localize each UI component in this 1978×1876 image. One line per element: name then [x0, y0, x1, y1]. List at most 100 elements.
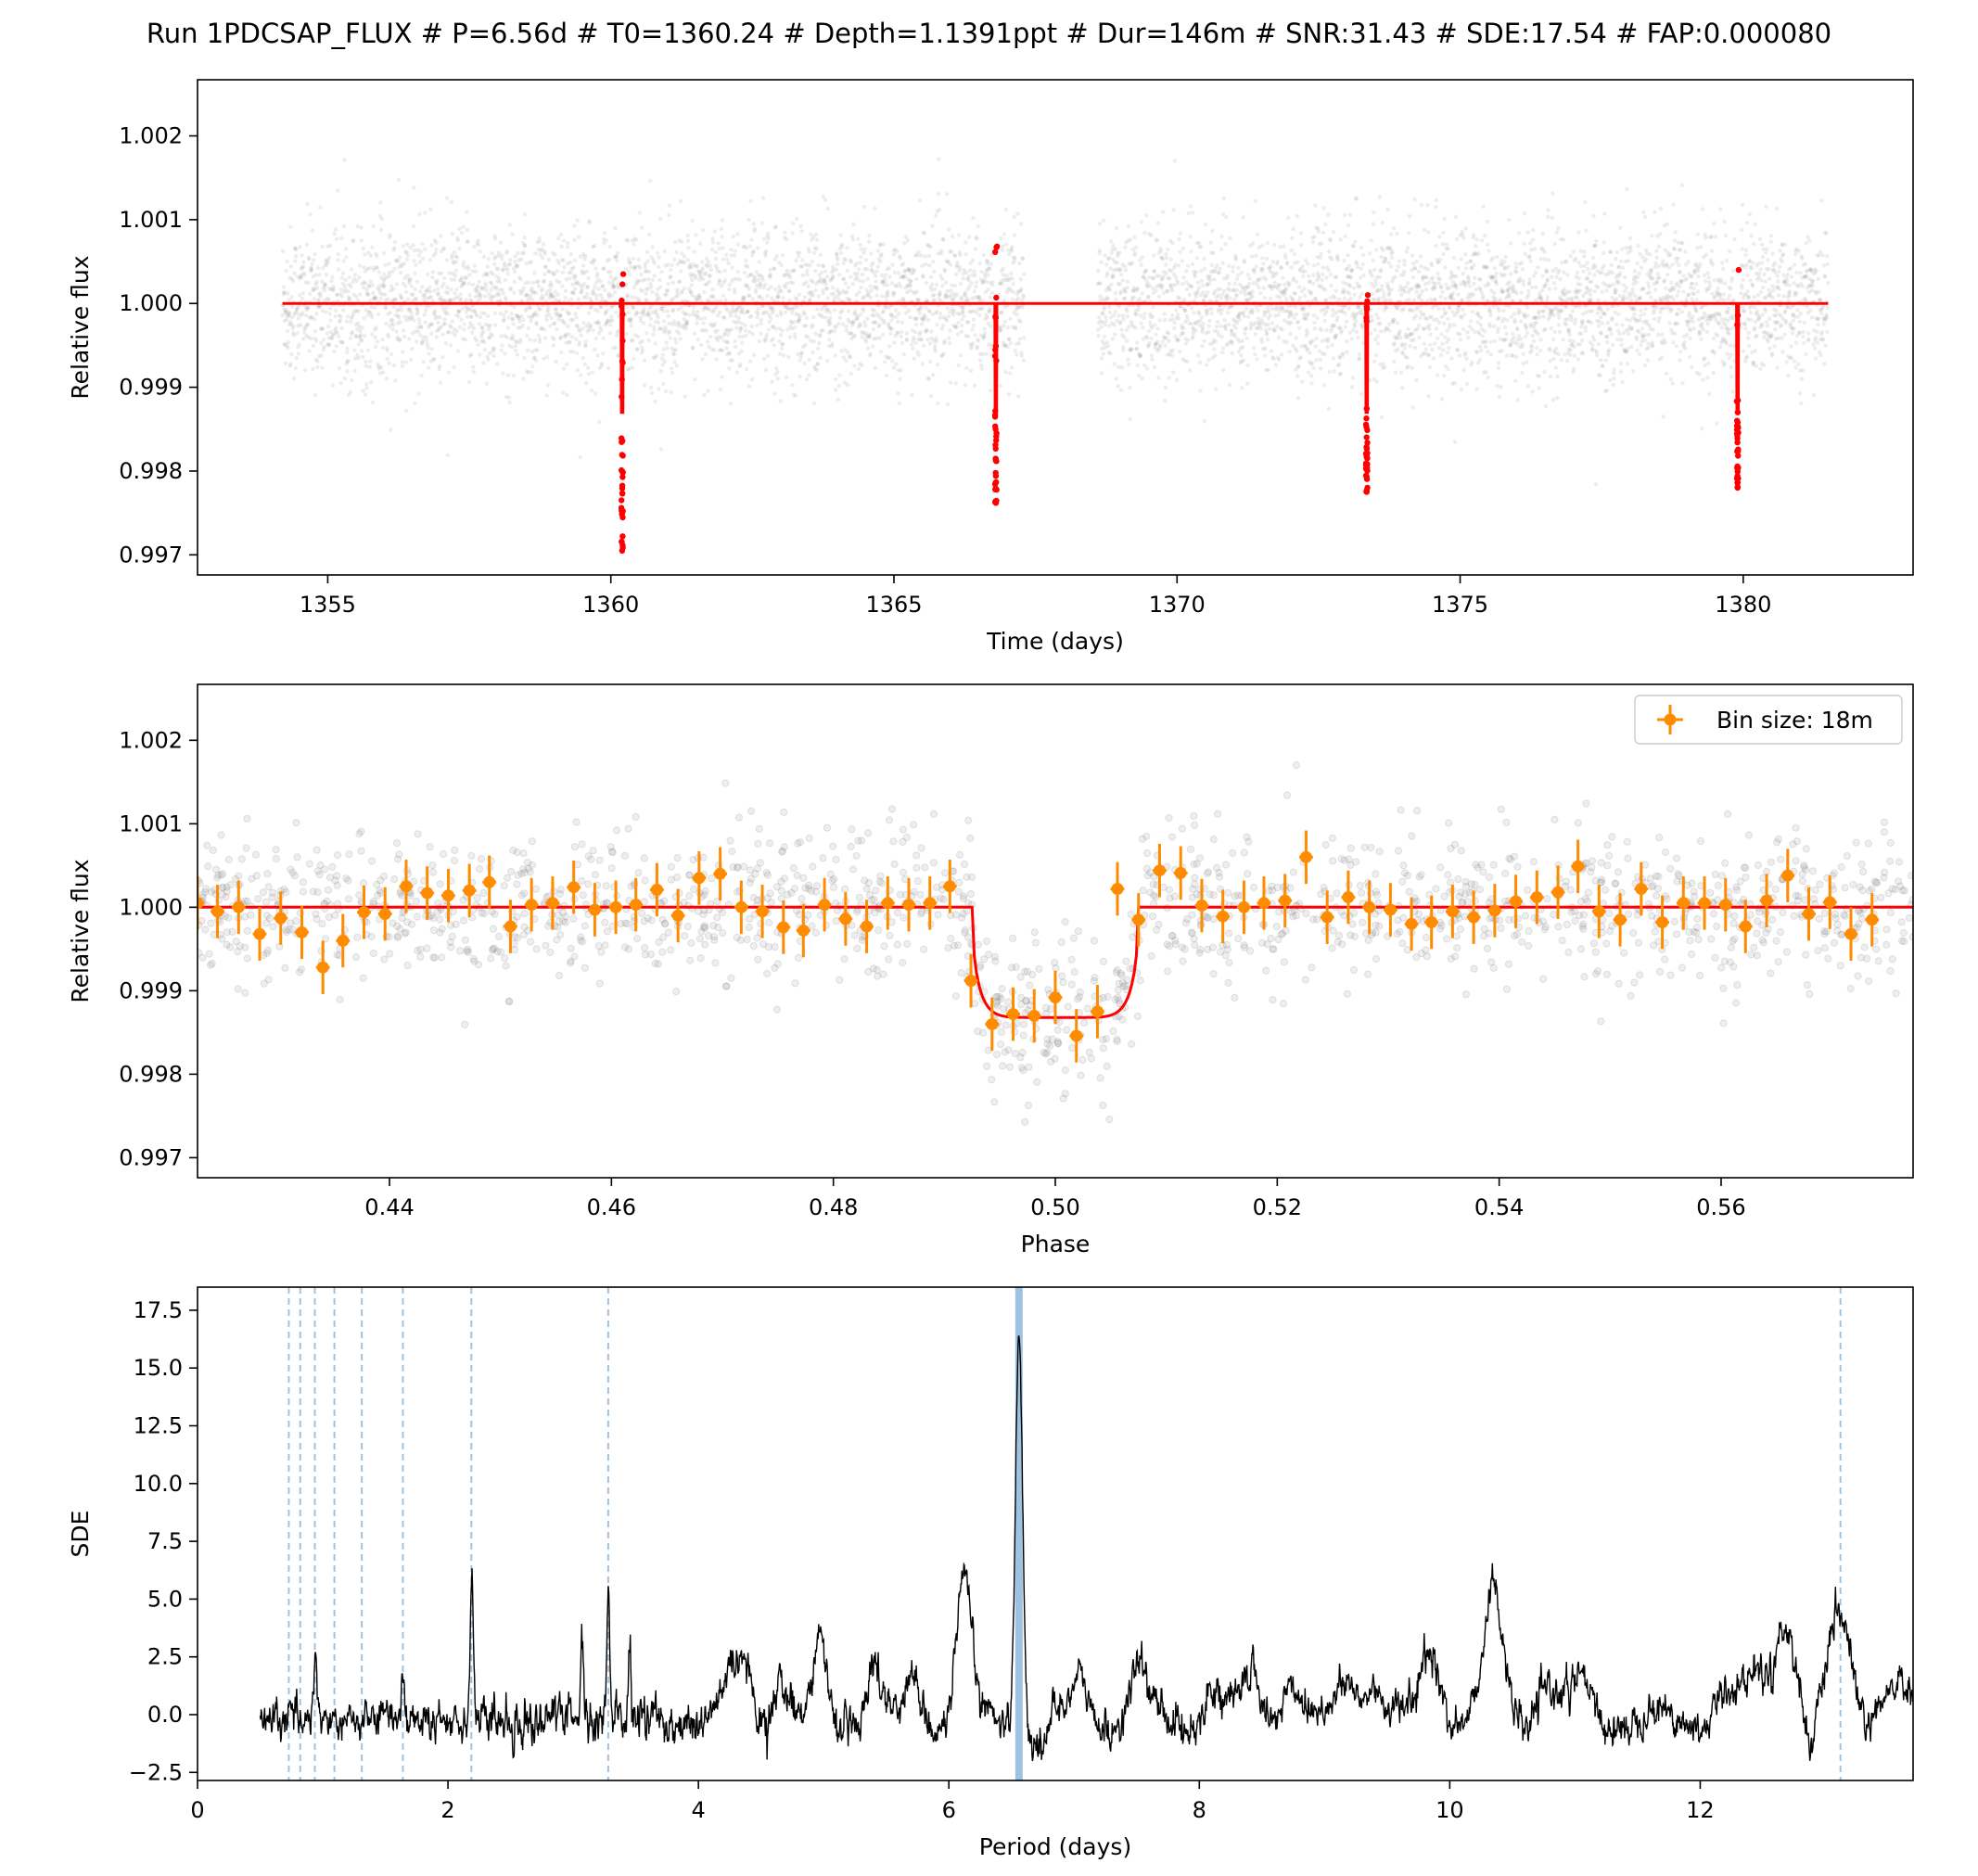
raw-point	[1146, 328, 1152, 334]
raw-point	[677, 331, 682, 336]
raw-point	[552, 272, 557, 276]
raw-point	[796, 313, 800, 317]
raw-point	[538, 339, 542, 344]
raw-point	[706, 339, 710, 344]
raw-point	[920, 263, 925, 268]
raw-point	[1140, 376, 1144, 381]
raw-point	[324, 272, 328, 277]
raw-point	[387, 270, 391, 275]
raw-point	[1372, 376, 1377, 382]
raw-point	[662, 304, 667, 309]
raw-point	[1376, 315, 1381, 321]
raw-point	[931, 260, 936, 264]
raw-point	[1406, 289, 1411, 295]
raw-point	[1429, 314, 1434, 319]
raw-point	[1137, 304, 1142, 309]
raw-point	[896, 319, 900, 324]
raw-point	[428, 258, 432, 262]
raw-point	[861, 279, 865, 284]
raw-point	[295, 331, 300, 336]
raw-point	[639, 311, 644, 315]
raw-point	[405, 274, 410, 278]
raw-point	[831, 291, 836, 297]
raw-point	[1260, 266, 1266, 272]
raw-point	[773, 224, 779, 229]
raw-point	[431, 311, 437, 315]
raw-point	[862, 247, 868, 251]
raw-point	[607, 257, 612, 262]
raw-point	[1003, 343, 1008, 348]
raw-point	[577, 342, 581, 348]
raw-point	[948, 328, 952, 333]
raw-point	[904, 337, 910, 341]
raw-point	[507, 223, 512, 227]
raw-point	[1525, 330, 1530, 336]
raw-point	[1399, 343, 1404, 348]
raw-point	[645, 313, 650, 318]
raw-point	[1281, 289, 1286, 294]
raw-point	[1224, 342, 1230, 348]
raw-point	[759, 321, 763, 326]
raw-point	[953, 272, 959, 277]
raw-point	[1379, 415, 1385, 420]
raw-point	[1151, 304, 1155, 310]
raw-point	[610, 282, 615, 287]
raw-point	[935, 209, 939, 213]
raw-point	[615, 330, 619, 335]
raw-point	[1113, 332, 1117, 337]
raw-point	[358, 334, 363, 339]
raw-point	[1210, 340, 1216, 346]
raw-point	[1481, 204, 1486, 209]
raw-point	[611, 346, 616, 351]
raw-point	[1301, 274, 1306, 278]
raw-point	[371, 290, 376, 296]
raw-point	[348, 336, 353, 340]
raw-point	[1549, 308, 1553, 313]
raw-point	[668, 274, 673, 279]
raw-point	[1424, 275, 1429, 280]
raw-point	[700, 266, 705, 271]
raw-point	[929, 329, 934, 334]
raw-point	[1413, 285, 1418, 289]
raw-point	[752, 274, 757, 279]
raw-point	[971, 215, 976, 221]
raw-point	[1011, 255, 1016, 260]
raw-point	[542, 279, 546, 284]
raw-point	[383, 304, 388, 310]
raw-point	[701, 277, 706, 282]
raw-point	[1533, 315, 1538, 321]
raw-point	[1509, 341, 1513, 346]
raw-point	[342, 376, 347, 381]
raw-point	[1206, 276, 1211, 281]
raw-point	[1008, 288, 1014, 293]
raw-point	[1007, 337, 1012, 341]
raw-point	[1344, 267, 1348, 272]
raw-point	[726, 261, 731, 266]
raw-point	[1324, 275, 1329, 280]
raw-point	[1460, 298, 1465, 303]
raw-point	[829, 277, 834, 282]
raw-point	[635, 280, 640, 285]
raw-point	[698, 271, 703, 275]
raw-point	[543, 264, 548, 269]
raw-point	[1517, 262, 1522, 267]
raw-point	[748, 198, 753, 203]
raw-point	[907, 268, 912, 273]
raw-point	[1391, 226, 1397, 231]
raw-point	[1542, 257, 1548, 262]
raw-point	[1162, 335, 1167, 339]
raw-point	[316, 297, 321, 302]
raw-point	[1530, 237, 1536, 242]
raw-point	[1379, 245, 1384, 250]
raw-point	[1292, 251, 1297, 257]
raw-point	[1317, 275, 1321, 280]
raw-point	[582, 253, 588, 259]
raw-point	[345, 314, 351, 319]
raw-point	[915, 308, 921, 313]
raw-point	[1557, 315, 1562, 320]
raw-point	[512, 290, 517, 295]
raw-point	[1145, 344, 1151, 349]
raw-point	[1556, 323, 1562, 327]
raw-point	[313, 273, 318, 277]
raw-point	[936, 251, 940, 256]
